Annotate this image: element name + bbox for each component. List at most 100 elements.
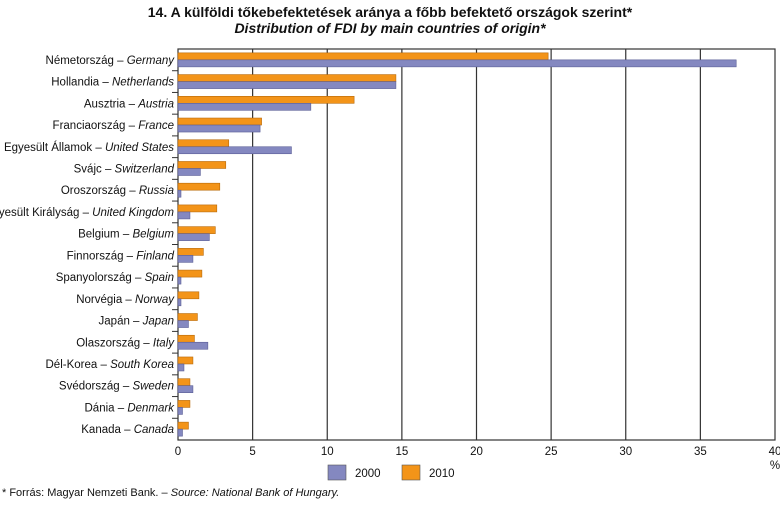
bar-2000: [177, 341, 209, 350]
bar-2000: [177, 59, 737, 68]
bar-2000: [177, 428, 183, 437]
bar-2010: [177, 248, 204, 256]
category-label: Dél-Korea – South Korea: [46, 359, 175, 371]
category-label: Ausztria – Austria: [84, 98, 174, 110]
bar-2000: [177, 320, 189, 328]
category-label: Finnország – Finland: [67, 250, 175, 262]
bar-2010: [177, 52, 549, 61]
category-label: Belgium – Belgium: [78, 229, 174, 241]
bar-2010: [177, 226, 216, 234]
bar-2000: [177, 146, 292, 155]
bar-2010: [177, 378, 191, 386]
bar-2010: [177, 74, 397, 82]
category-label: Oroszország – Russia: [61, 185, 174, 197]
category-label-hu: Finnország –: [67, 250, 137, 262]
category-label: Egyesült Királyság – United Kingdom: [0, 207, 174, 219]
x-tick-label: 5: [249, 446, 255, 458]
bar-2000: [177, 407, 183, 415]
category-label: Hollandia – Netherlands: [51, 77, 174, 89]
footnote-hu: * Forrás: Magyar Nemzeti Bank. –: [2, 487, 171, 499]
x-tick-label: 10: [321, 446, 334, 458]
bar-2010: [177, 161, 227, 169]
category-label-en: Netherlands: [112, 77, 174, 89]
bar-2000: [177, 103, 312, 111]
bar-2010: [177, 356, 194, 365]
category-label-en: Finland: [136, 250, 174, 262]
x-tick-label: 0: [175, 446, 181, 458]
category-label-en: United States: [105, 142, 174, 154]
category-label: Németország – Germany: [46, 55, 176, 67]
category-label-en: Sweden: [132, 381, 174, 393]
category-label: Svájc – Switzerland: [74, 163, 175, 175]
legend-swatch-2010: [401, 464, 421, 481]
x-axis-label: %: [770, 460, 780, 472]
category-label-hu: Ausztria –: [84, 98, 138, 110]
category-label: Olaszország – Italy: [76, 337, 175, 349]
bar-2000: [177, 276, 182, 285]
bar-2010: [177, 313, 198, 321]
category-label-en: Denmark: [127, 402, 175, 414]
bar-2000: [177, 124, 261, 133]
category-label-en: United Kingdom: [92, 207, 174, 219]
bar-2000: [177, 255, 194, 263]
category-label-hu: Franciaország –: [53, 120, 139, 132]
category-label-hu: Dánia –: [85, 402, 128, 414]
x-tick-label: 35: [694, 446, 707, 458]
legend-swatch-2000: [327, 464, 347, 481]
category-label-en: Spain: [145, 272, 174, 284]
x-tick-label: 30: [619, 446, 632, 458]
bar-2010: [177, 334, 195, 343]
bar-2010: [177, 139, 230, 148]
category-label-hu: Egyesült Államok –: [4, 141, 105, 154]
category-label-hu: Svédország –: [59, 381, 133, 393]
category-label-en: Norway: [135, 294, 175, 306]
bar-2000: [177, 81, 397, 89]
bar-2000: [177, 385, 194, 393]
category-label-hu: Belgium –: [78, 229, 132, 241]
bar-2010: [177, 182, 221, 191]
category-label-en: South Korea: [110, 359, 174, 371]
category-label-en: Switzerland: [115, 163, 175, 175]
bar-2000: [177, 189, 182, 198]
bar-2010: [177, 204, 218, 213]
x-tick-label: 15: [395, 446, 408, 458]
category-label-hu: Japán –: [99, 316, 143, 328]
footnote-en: Source: National Bank of Hungary.: [170, 487, 340, 499]
category-label: Japán – Japan: [99, 316, 174, 328]
chart-subtitle: Distribution of FDI by main countries of…: [234, 20, 546, 36]
category-label-hu: Oroszország –: [61, 185, 139, 197]
category-label-hu: Kanada –: [81, 424, 133, 436]
category-label-hu: Olaszország –: [76, 337, 153, 349]
legend-label-2010: 2010: [429, 468, 455, 480]
bar-2000: [177, 363, 185, 372]
legend-label-2000: 2000: [355, 468, 381, 480]
category-label-en: Canada: [134, 424, 174, 436]
x-tick-label: 20: [470, 446, 483, 458]
category-label: Franciaország – France: [53, 120, 174, 132]
bar-2000: [177, 211, 191, 220]
bar-2000: [177, 233, 210, 241]
category-label-en: Belgium: [132, 229, 174, 241]
bar-2010: [177, 117, 262, 126]
category-label-en: Italy: [153, 337, 175, 349]
category-label: Dánia – Denmark: [85, 402, 176, 414]
bar-2010: [177, 96, 355, 104]
chart-title: 14. A külföldi tőkebefektetések aránya a…: [147, 4, 633, 20]
category-label-hu: Németország –: [46, 55, 127, 67]
category-label-hu: Spanyolország –: [56, 272, 145, 284]
category-label-en: Russia: [139, 185, 174, 197]
category-label-en: Austria: [137, 98, 174, 110]
category-label-en: France: [138, 120, 174, 132]
category-label: Egyesült Államok – United States: [4, 141, 174, 154]
bar-2010: [177, 291, 200, 300]
bar-2010: [177, 421, 189, 430]
category-label: Kanada – Canada: [81, 424, 174, 436]
footnote: * Forrás: Magyar Nemzeti Bank. – Source:…: [2, 487, 339, 499]
category-label-en: Germany: [127, 55, 176, 67]
bar-2000: [177, 298, 182, 307]
bar-2010: [177, 269, 203, 278]
bar-2000: [177, 168, 201, 176]
category-label: Svédország – Sweden: [59, 381, 174, 393]
